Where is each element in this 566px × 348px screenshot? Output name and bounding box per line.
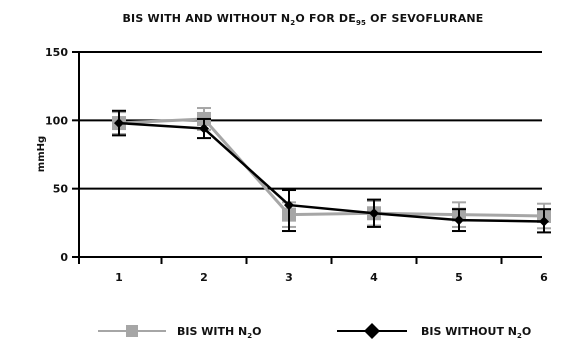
x-tick-label-2: 2 bbox=[200, 271, 208, 284]
legend-label-bis-without-post: O bbox=[522, 325, 531, 338]
error-bar-series-1-3 bbox=[282, 189, 296, 233]
x-tick-label-6: 6 bbox=[540, 271, 548, 284]
legend-label-bis-with-sub: 2 bbox=[247, 332, 252, 340]
chart-title-pre-sub: 2 bbox=[290, 19, 295, 27]
point-diamond-3 bbox=[284, 200, 294, 211]
y-tick-label-100: 100 bbox=[45, 114, 68, 127]
y-axis-label: mmHg bbox=[36, 136, 47, 172]
legend-marker-square bbox=[126, 325, 138, 337]
point-diamond-2 bbox=[199, 123, 209, 134]
series-group bbox=[112, 107, 551, 234]
legend-label-bis-without-pre: BIS WITHOUT N bbox=[421, 325, 517, 338]
chart-title-mid: O FOR DE bbox=[295, 12, 356, 25]
y-tick-label-150: 150 bbox=[45, 46, 68, 59]
x-tick-label-3: 3 bbox=[285, 271, 293, 284]
series-line-1 bbox=[118, 121, 545, 223]
point-diamond-5 bbox=[454, 215, 464, 226]
legend-item-bis-with: BIS WITH N2O bbox=[98, 325, 261, 340]
x-tick-label-4: 4 bbox=[370, 271, 378, 284]
chart-title-pre: BIS WITH AND WITHOUT N bbox=[122, 12, 290, 25]
series-line-0 bbox=[118, 117, 545, 218]
point-diamond-4 bbox=[369, 208, 379, 219]
legend: BIS WITH N2O BIS WITHOUT N2O bbox=[98, 323, 531, 340]
chart-title-post: OF SEVOFLURANE bbox=[366, 12, 483, 25]
legend-item-bis-without: BIS WITHOUT N2O bbox=[337, 323, 531, 340]
x-tick-labels: 1 2 3 4 5 6 bbox=[115, 271, 548, 284]
y-tick-label-50: 50 bbox=[53, 183, 69, 196]
legend-label-bis-with-post: O bbox=[252, 325, 261, 338]
x-tick-label-1: 1 bbox=[115, 271, 123, 284]
legend-label-bis-without-sub: 2 bbox=[517, 332, 522, 340]
y-tick-labels: 0 50 100 150 bbox=[45, 46, 68, 264]
x-tick-label-5: 5 bbox=[455, 271, 463, 284]
y-tick-label-0: 0 bbox=[60, 251, 68, 264]
y-tick-marks bbox=[72, 51, 79, 258]
chart-title-mid-sub: 95 bbox=[356, 19, 366, 27]
chart-title: BIS WITH AND WITHOUT N2O FOR DE95 OF SEV… bbox=[122, 12, 483, 27]
point-diamond-6 bbox=[539, 216, 549, 227]
legend-label-bis-with-pre: BIS WITH N bbox=[177, 325, 247, 338]
legend-marker-diamond bbox=[364, 323, 380, 339]
legend-label-bis-without: BIS WITHOUT N2O bbox=[421, 325, 531, 340]
point-diamond-1 bbox=[114, 118, 124, 129]
series-1 bbox=[112, 109, 551, 234]
legend-label-bis-with: BIS WITH N2O bbox=[177, 325, 261, 340]
x-tick-marks bbox=[160, 257, 503, 264]
